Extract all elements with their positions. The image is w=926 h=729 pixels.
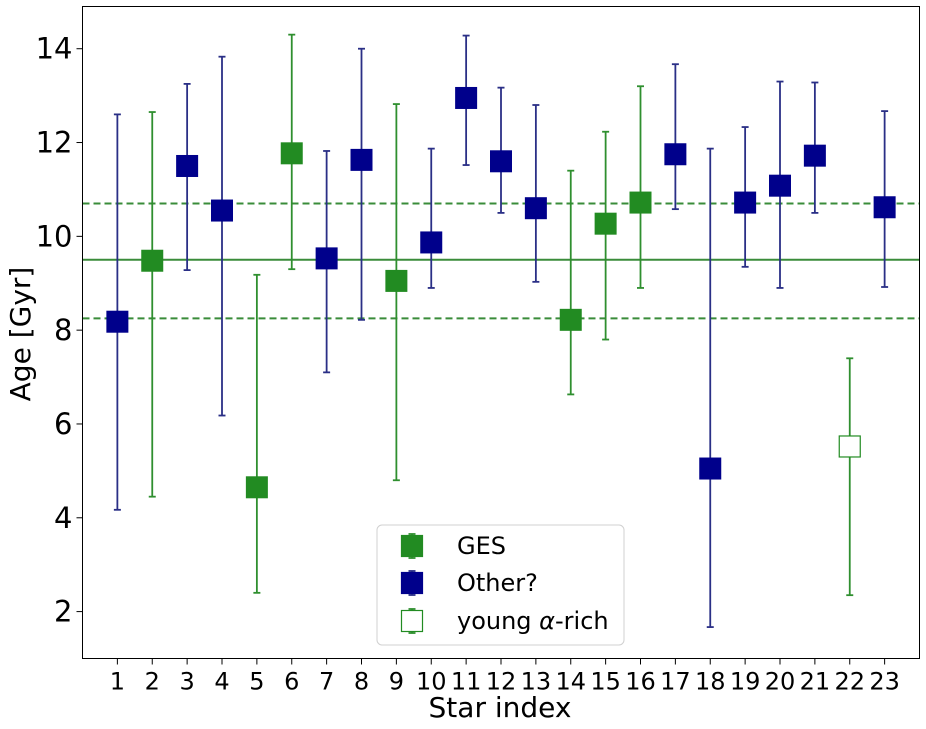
reference-lines xyxy=(82,202,920,320)
y-axis: 2 4 6 8 10 12 14 xyxy=(36,32,83,629)
y-tick-label: 12 xyxy=(36,126,73,160)
y-tick-label: 14 xyxy=(36,32,73,66)
data-point xyxy=(664,143,687,166)
legend-marker xyxy=(400,571,424,595)
data-point xyxy=(211,199,233,222)
x-tick-label: 3 xyxy=(179,668,194,696)
x-tick-label: 21 xyxy=(800,668,831,696)
x-tick-label: 4 xyxy=(214,668,229,696)
x-tick-label: 9 xyxy=(389,668,404,696)
data-point xyxy=(280,142,303,165)
x-tick-label: 23 xyxy=(869,668,900,696)
data-point xyxy=(245,476,268,499)
data-point xyxy=(420,231,443,254)
x-tick-label: 13 xyxy=(521,668,552,696)
data-point xyxy=(769,174,791,197)
data-point xyxy=(455,86,478,109)
x-axis: 1 2 3 4 5 6 7 8 9 10 11 12 13 14 15 16 17 18 19 20 21 22 23 xyxy=(110,658,900,696)
x-tick-label: 19 xyxy=(730,668,761,696)
x-tick-label: 1 xyxy=(110,668,125,696)
x-tick-label: 6 xyxy=(284,668,299,696)
x-tick-label: 7 xyxy=(319,668,334,696)
x-tick-label: 14 xyxy=(555,668,586,696)
legend-box xyxy=(376,524,625,646)
x-tick-label: 12 xyxy=(486,668,517,696)
data-point xyxy=(803,144,826,167)
data-point xyxy=(524,197,547,220)
data-point xyxy=(629,191,652,214)
y-tick-label: 2 xyxy=(54,595,72,629)
legend-label: GES xyxy=(457,532,506,560)
y-tick-label: 8 xyxy=(54,313,72,347)
data-point xyxy=(734,191,757,214)
data-point xyxy=(141,249,164,272)
legend-marker xyxy=(400,609,424,633)
x-tick-label: 2 xyxy=(145,668,160,696)
x-tick-label: 5 xyxy=(249,668,264,696)
x-tick-label: 20 xyxy=(765,668,796,696)
x-tick-label: 15 xyxy=(590,668,621,696)
error-bars xyxy=(113,33,889,628)
legend-label: Other? xyxy=(457,569,538,597)
data-point xyxy=(699,457,722,480)
data-point xyxy=(315,247,338,270)
data-point xyxy=(106,310,129,333)
legend-label: young α-rich xyxy=(457,607,609,635)
x-tick-label: 11 xyxy=(451,668,482,696)
legend-marker xyxy=(400,534,424,558)
x-tick-label: 22 xyxy=(834,668,865,696)
x-axis-label: Star index xyxy=(429,691,572,724)
data-point xyxy=(490,150,512,173)
data-point xyxy=(594,212,617,235)
x-tick-label: 16 xyxy=(625,668,656,696)
y-tick-label: 6 xyxy=(54,407,72,441)
data-point xyxy=(559,308,582,331)
x-tick-label: 17 xyxy=(660,668,691,696)
data-point xyxy=(873,196,896,219)
data-markers xyxy=(106,86,896,499)
data-point xyxy=(385,269,408,292)
x-tick-label: 10 xyxy=(416,668,447,696)
x-tick-label: 18 xyxy=(695,668,726,696)
data-point xyxy=(350,148,373,171)
data-point xyxy=(838,435,861,458)
y-axis-label: Age [Gyr] xyxy=(4,267,37,402)
plot-frame xyxy=(82,6,920,659)
legend: GES Other? young α-rich xyxy=(376,524,625,646)
y-tick-label: 4 xyxy=(54,501,72,535)
y-tick-label: 10 xyxy=(36,219,73,253)
data-point xyxy=(176,154,199,177)
x-tick-label: 8 xyxy=(354,668,369,696)
